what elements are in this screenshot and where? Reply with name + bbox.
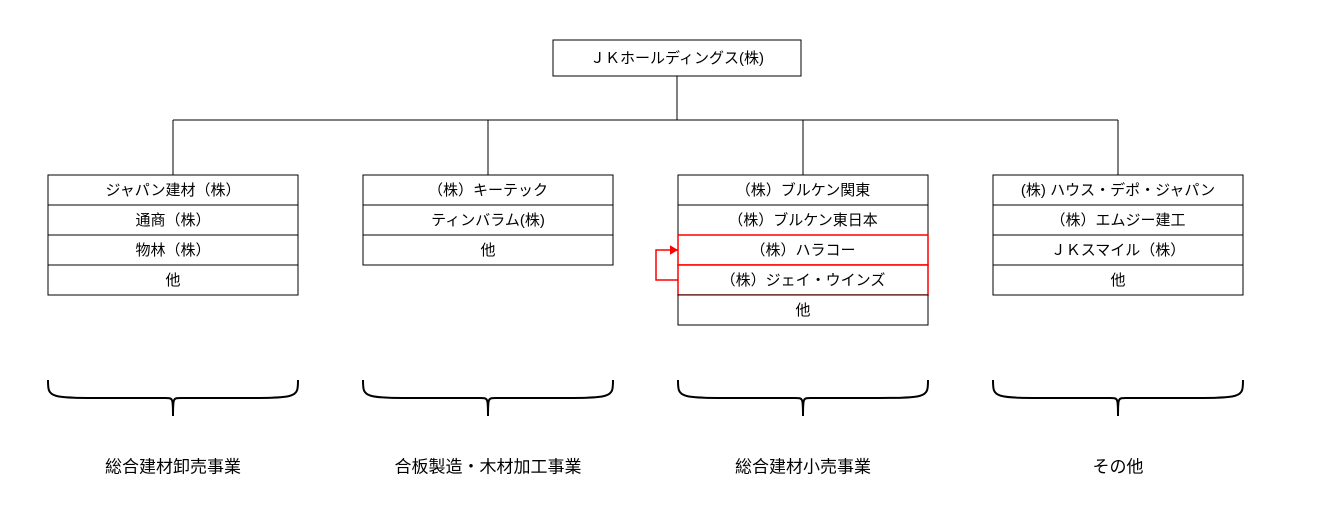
- org-node-label: 他: [480, 242, 495, 259]
- category-brace: [993, 380, 1118, 416]
- org-node-label: 通商（株）: [135, 212, 210, 229]
- org-node-label: 他: [165, 272, 180, 289]
- org-node-label: 他: [795, 302, 810, 319]
- highlight-arrowhead: [670, 245, 678, 255]
- root-label: ＪＫホールディングス(株): [590, 49, 764, 67]
- category-brace: [803, 380, 928, 416]
- org-node-label: （株）ブルケン関東: [736, 181, 871, 199]
- category-brace: [48, 380, 173, 416]
- org-node-label: 他: [1110, 272, 1125, 289]
- org-node-label: 物林（株）: [135, 242, 210, 259]
- category-label: その他: [1093, 457, 1144, 476]
- org-node-label: （株）エムジー建工: [1050, 212, 1185, 229]
- highlight-arrow-line: [656, 250, 678, 280]
- org-node-label: （株）キーテック: [428, 182, 548, 199]
- org-node-label: （株）ジェイ・ウインズ: [721, 272, 886, 289]
- category-brace: [1118, 380, 1243, 416]
- category-brace: [488, 380, 613, 416]
- category-label: 総合建材卸売事業: [105, 457, 241, 476]
- org-node-label: ジャパン建材（株）: [105, 182, 240, 199]
- org-chart: ＪＫホールディングス(株) ジャパン建材（株） 通商（株） 物林（株） 他 （株）キーテッ…: [0, 0, 1327, 523]
- category-brace: [678, 380, 803, 416]
- org-node-label: ＪＫスマイル（株）: [1051, 242, 1186, 259]
- org-node-label: （株）ブルケン東日本: [728, 211, 878, 229]
- category-brace: [363, 380, 488, 416]
- org-node-label: (株) ハウス・デポ・ジャパン: [1021, 181, 1215, 199]
- category-label: 合板製造・木材加工事業: [395, 457, 582, 476]
- org-node-label: （株）ハラコー: [750, 242, 855, 259]
- category-label: 総合建材小売事業: [735, 457, 871, 476]
- category-brace: [173, 380, 298, 416]
- org-node-label: ティンバラム(株): [431, 212, 545, 229]
